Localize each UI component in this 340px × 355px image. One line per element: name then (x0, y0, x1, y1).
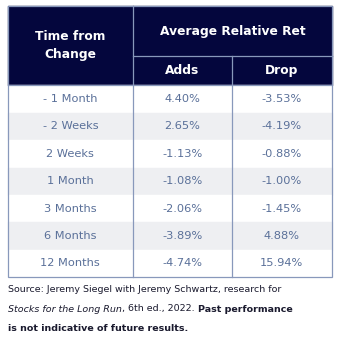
Text: -1.00%: -1.00% (262, 176, 302, 186)
Text: -1.13%: -1.13% (162, 149, 202, 159)
Text: -0.88%: -0.88% (262, 149, 302, 159)
Text: Time from
Change: Time from Change (35, 30, 105, 61)
Text: 6 Months: 6 Months (44, 231, 97, 241)
Text: -1.08%: -1.08% (162, 176, 202, 186)
Text: Source: Jeremy Siegel with Jeremy Schwartz, research for: Source: Jeremy Siegel with Jeremy Schwar… (8, 285, 282, 294)
Text: 2.65%: 2.65% (164, 121, 200, 131)
Text: , 6th ed., 2022.: , 6th ed., 2022. (122, 305, 198, 313)
Text: -4.74%: -4.74% (162, 258, 202, 268)
Text: Drop: Drop (265, 64, 299, 77)
Text: 12 Months: 12 Months (40, 258, 100, 268)
Text: Past performance: Past performance (198, 305, 292, 313)
Text: 4.88%: 4.88% (264, 231, 300, 241)
Text: -2.06%: -2.06% (162, 203, 202, 214)
Text: 1 Month: 1 Month (47, 176, 94, 186)
Text: - 2 Weeks: - 2 Weeks (42, 121, 98, 131)
Text: - 1 Month: - 1 Month (43, 94, 98, 104)
Text: Average Relative Ret: Average Relative Ret (159, 24, 305, 38)
Text: is not indicative of future results.: is not indicative of future results. (8, 324, 188, 333)
Text: 2 Weeks: 2 Weeks (47, 149, 94, 159)
Bar (8, 6, 332, 277)
Text: -1.45%: -1.45% (262, 203, 302, 214)
Text: 15.94%: 15.94% (260, 258, 303, 268)
Text: 4.40%: 4.40% (164, 94, 200, 104)
Text: Adds: Adds (165, 64, 199, 77)
Text: 3 Months: 3 Months (44, 203, 97, 214)
Text: -3.53%: -3.53% (262, 94, 302, 104)
Text: Stocks for the Long Run: Stocks for the Long Run (8, 305, 122, 313)
Text: -3.89%: -3.89% (162, 231, 202, 241)
Text: -4.19%: -4.19% (262, 121, 302, 131)
